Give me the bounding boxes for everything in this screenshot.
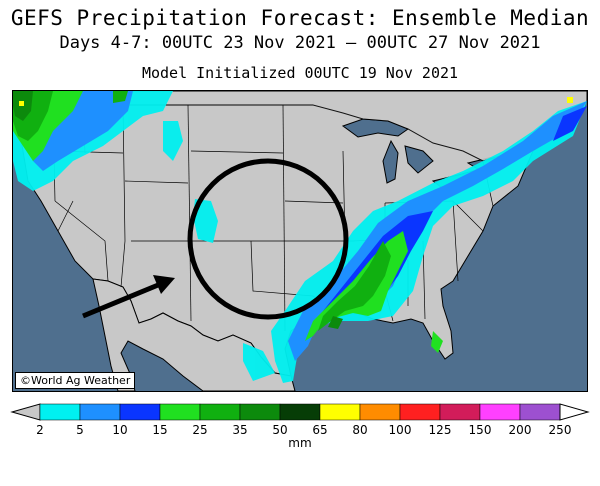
precip-80-100	[19, 97, 573, 106]
legend-box	[319, 403, 361, 421]
legend-tick-labels: 2 5 10 15 25 35 50 65 80 100 125 150 200 250	[36, 423, 571, 437]
great-lakes	[341, 118, 500, 188]
legend-tick-label: 65	[312, 423, 327, 437]
legend-color-boxes	[39, 403, 561, 421]
legend-box	[79, 403, 121, 421]
map-canvas	[13, 91, 587, 391]
legend-tick-label: 80	[352, 423, 367, 437]
legend-low-arrow	[10, 403, 41, 421]
legend-units: mm	[288, 436, 312, 450]
legend-box	[519, 403, 561, 421]
precipitation-map: ©World Ag Weather	[12, 90, 588, 392]
legend-box	[279, 403, 321, 421]
legend-tick-label: 5	[76, 423, 84, 437]
legend-tick-label: 150	[469, 423, 492, 437]
pointer-arrow-line	[82, 280, 164, 319]
legend-box	[439, 403, 481, 421]
map-title: GEFS Precipitation Forecast: Ensemble Me…	[10, 6, 590, 30]
legend-tick-label: 100	[389, 423, 412, 437]
legend-tick-label: 25	[192, 423, 207, 437]
legend-high-arrow	[559, 403, 590, 421]
legend-tick-label: 2	[36, 423, 44, 437]
forecast-period: Days 4-7: 00UTC 23 Nov 2021 — 00UTC 27 N…	[59, 33, 541, 53]
color-legend: 2 5 10 15 25 35 50 65 80 100 125 150 200 250	[10, 403, 590, 437]
legend-box	[239, 403, 281, 421]
legend-box	[39, 403, 81, 421]
legend-box	[159, 403, 201, 421]
pointer-arrow-head	[153, 275, 175, 294]
legend-box	[479, 403, 521, 421]
legend-tick-label: 35	[232, 423, 247, 437]
credit-label: ©World Ag Weather	[15, 372, 136, 389]
legend-box	[359, 403, 401, 421]
legend-tick-label: 250	[549, 423, 572, 437]
legend-tick-label: 200	[509, 423, 532, 437]
highlight-circle	[187, 158, 349, 320]
legend-tick-label: 15	[152, 423, 167, 437]
model-initialized: Model Initialized 00UTC 19 Nov 2021	[141, 64, 459, 82]
legend-tick-label: 50	[272, 423, 287, 437]
legend-box	[399, 403, 441, 421]
legend-box	[199, 403, 241, 421]
legend-box	[119, 403, 161, 421]
legend-tick-label: 125	[429, 423, 452, 437]
legend-tick-label: 10	[112, 423, 127, 437]
